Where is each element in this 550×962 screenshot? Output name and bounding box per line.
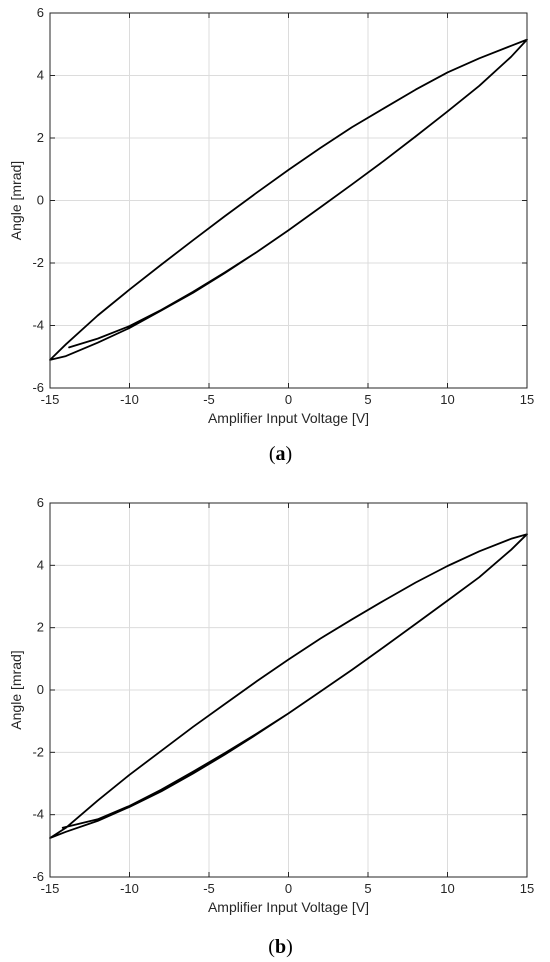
y-axis-title: Angle [mrad] [8,161,24,240]
y-tick-label: -6 [32,380,44,395]
panel-letter: a [276,443,286,465]
y-tick-label: -6 [32,869,44,884]
x-tick-label: -5 [203,881,215,896]
y-tick-label: -2 [32,744,44,759]
y-tick-label: 4 [37,68,44,83]
y-tick-label: 0 [37,682,44,697]
y-tick-label: -4 [32,318,44,333]
x-tick-label: -10 [120,881,139,896]
chart-a-svg: -15 -10 -5 0 5 10 15 -6 -4 -2 0 2 4 6 Amplifier Input … [8,5,534,465]
x-tick-label: -15 [41,881,60,896]
panel-caption: (a) [269,443,292,465]
hysteresis-curve [49,38,528,361]
y-axis-title: Angle [mrad] [8,650,24,729]
x-axis-title: Amplifier Input Voltage [V] [208,410,369,426]
y-tick-label: -4 [32,807,44,822]
x-tick-label: 15 [520,881,534,896]
y-tick-label: 0 [37,193,44,208]
x-tick-label: -10 [120,392,139,407]
chart-b-svg: -15 -10 -5 0 5 10 15 -6 -4 -2 0 2 4 6 Amplifier Input … [8,495,534,958]
y-tick-label: 6 [37,5,44,20]
x-tick-label: 5 [364,881,371,896]
x-axis-title: Amplifier Input Voltage [V] [208,899,369,915]
y-tick-label: 6 [37,495,44,510]
chart-panel-b: -15 -10 -5 0 5 10 15 -6 -4 -2 0 2 4 6 Amplifier Input … [0,490,550,962]
x-tick-label: 5 [364,392,371,407]
y-tick-label: -2 [32,255,44,270]
x-tick-label: 10 [440,881,454,896]
panel-letter: b [275,936,286,958]
y-tick-label: 2 [37,130,44,145]
x-tick-label: -5 [203,392,215,407]
x-tick-label: 0 [285,881,292,896]
y-tick-label: 4 [37,557,44,572]
x-tick-label: -15 [41,392,60,407]
x-tick-label: 15 [520,392,534,407]
x-tick-label: 10 [440,392,454,407]
y-tick-label: 2 [37,620,44,635]
chart-panel-a: -15 -10 -5 0 5 10 15 -6 -4 -2 0 2 4 6 Amplifier Input … [0,0,550,470]
panel-caption: (b) [268,936,292,958]
x-tick-label: 0 [285,392,292,407]
hysteresis-curve [49,533,528,839]
